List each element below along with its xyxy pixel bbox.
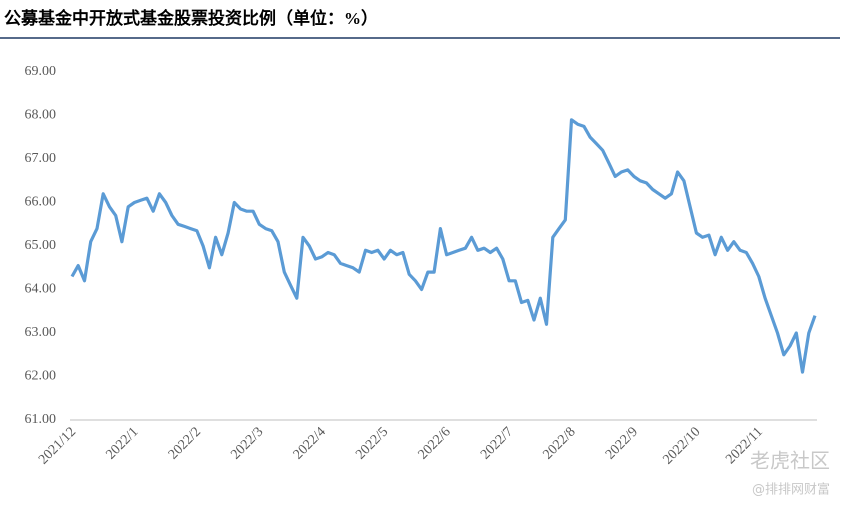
y-tick-label: 65.00 [25, 238, 57, 253]
watermark: @排排网财富 [752, 482, 830, 498]
x-tick-label: 2022/8 [540, 424, 578, 462]
x-tick-label: 2022/4 [291, 424, 329, 462]
x-tick-label: 2022/2 [166, 424, 204, 462]
y-tick-label: 63.00 [25, 325, 57, 340]
x-tick-label: 2022/10 [660, 424, 703, 467]
x-tick-label: 2021/12 [36, 424, 79, 467]
y-tick-label: 67.00 [25, 151, 57, 166]
watermark: 老虎社区 [750, 449, 830, 473]
x-tick-label: 2022/5 [353, 424, 391, 462]
y-tick-label: 64.00 [25, 282, 57, 297]
y-tick-label: 61.00 [25, 412, 57, 427]
x-tick-label: 2022/9 [603, 424, 641, 462]
x-tick-label: 2022/1 [103, 424, 141, 462]
y-tick-label: 62.00 [25, 369, 57, 384]
line [70, 118, 817, 374]
y-tick-label: 68.00 [25, 108, 57, 123]
chart-title: 公募基金中开放式基金股票投资比例（单位：%） [4, 8, 378, 28]
x-tick-label: 2022/6 [416, 424, 454, 462]
y-tick-label: 66.00 [25, 195, 57, 210]
x-tick-label: 2022/7 [478, 424, 516, 462]
x-tick-label: 2022/3 [228, 424, 266, 462]
y-tick-label: 69.00 [25, 64, 57, 79]
